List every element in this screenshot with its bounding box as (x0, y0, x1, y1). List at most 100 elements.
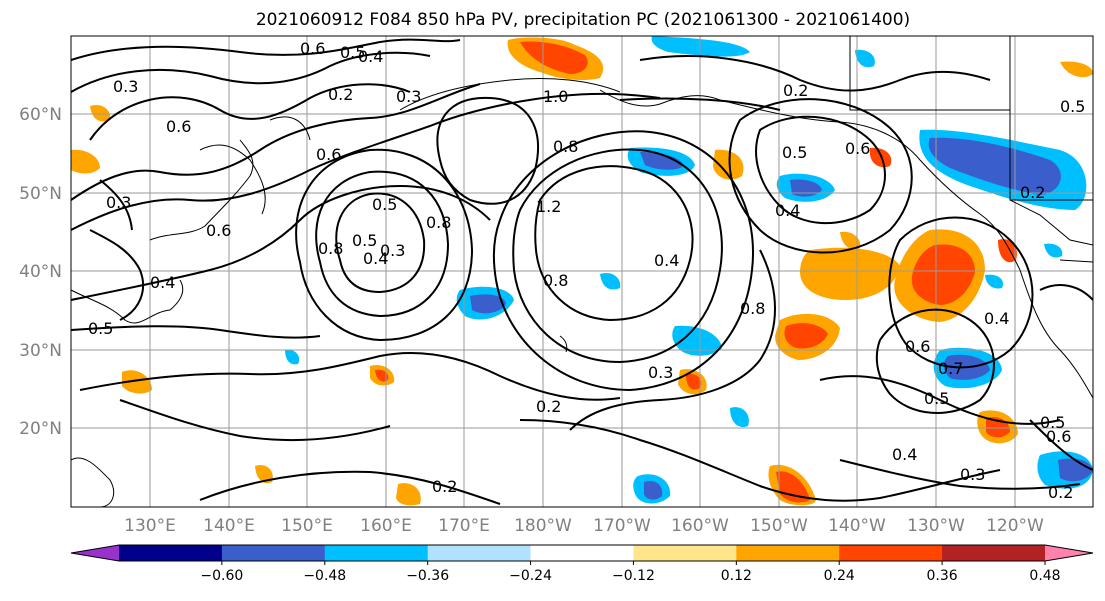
contour-label: 0.8 (318, 239, 343, 258)
precip-blob (122, 370, 152, 394)
precip-blob (686, 373, 702, 390)
colorbar-segment (736, 545, 840, 561)
contour-label: 0.8 (740, 299, 765, 318)
colorbar-segment (324, 545, 429, 561)
precip-blob (869, 147, 892, 168)
lat-label: 20°N (19, 419, 62, 439)
precip-blob (71, 149, 100, 174)
colorbar-tick-label: 0.36 (927, 568, 958, 584)
precip-blob (800, 247, 900, 300)
precip-blob (255, 464, 273, 484)
precip-blob (520, 41, 588, 74)
contour-label: 0.2 (783, 81, 808, 100)
precip-blob (644, 480, 663, 500)
precip-blob (985, 274, 1004, 289)
lat-label: 30°N (19, 341, 62, 361)
colorbar-outline (70, 544, 1094, 562)
lon-label: 180°W (514, 516, 572, 536)
lat-axis: 60°N 50°N 40°N 30°N 20°N (19, 105, 62, 439)
contour-label: 0.4 (363, 249, 388, 268)
pv-contours (71, 38, 1093, 505)
lon-label: 150°E (281, 516, 333, 536)
contour-label: 1.2 (536, 197, 561, 216)
contour-label: 0.2 (536, 397, 561, 416)
contour-label: 0.6 (166, 117, 191, 136)
precip-blob (90, 104, 111, 122)
contour-label: 0.5 (340, 43, 365, 62)
contour-label: 1.0 (543, 87, 568, 106)
contour-label: 0.4 (892, 445, 917, 464)
colorbar-segment (119, 545, 223, 561)
precip-blob (911, 244, 975, 305)
contour-label: 0.6 (316, 145, 341, 164)
colorbar-tick-label: −0.60 (200, 568, 243, 584)
contour-label: 0.6 (300, 39, 325, 58)
lon-label: 130°W (907, 516, 965, 536)
contour-label: 0.5 (352, 231, 377, 250)
lon-label: 170°W (593, 516, 651, 536)
contour-label: 0.6 (905, 337, 930, 356)
contour-label: 0.5 (88, 319, 113, 338)
precip-blob (840, 231, 861, 250)
lon-label: 170°E (438, 516, 490, 536)
precip-shading (71, 36, 1093, 506)
colorbar-segment (942, 545, 1046, 561)
precip-blob (928, 137, 1061, 195)
contour-label: 0.5 (924, 389, 949, 408)
contour-label: 0.3 (648, 363, 673, 382)
contour-labels: 0.6 0.5 0.4 0.2 0.3 1.0 0.8 0.6 0.3 0.2 … (88, 39, 1085, 502)
contour-label: 0.4 (775, 201, 800, 220)
contour-label: 0.5 (782, 143, 807, 162)
contour-label: 0.3 (113, 77, 138, 96)
colorbar-tick-label: −0.24 (509, 568, 552, 584)
contour-label: 0.4 (358, 47, 383, 66)
precip-blob (1060, 61, 1093, 78)
precip-blob (776, 471, 810, 503)
lon-label: 160°E (360, 516, 412, 536)
precip-blob (784, 323, 828, 349)
contour-label: 0.5 (372, 195, 397, 214)
lon-label: 160°W (671, 516, 729, 536)
contour-label: 0.8 (426, 213, 451, 232)
contour-label: 0.7 (938, 359, 963, 378)
contour-label: 0.2 (328, 85, 353, 104)
contour-label: 0.8 (543, 271, 568, 290)
colorbar-tick-label: 0.48 (1029, 568, 1060, 584)
precip-blob (375, 369, 389, 382)
colorbar-segment (530, 545, 634, 561)
precip-blob (1044, 243, 1063, 258)
contour-label: 0.2 (1020, 183, 1045, 202)
colorbar-extend-min (71, 545, 119, 561)
precip-blob (672, 325, 722, 356)
lon-label: 140°W (828, 516, 886, 536)
chart-title: 2021060912 F084 850 hPa PV, precipitatio… (256, 10, 910, 30)
precip-blob (396, 483, 421, 506)
colorbar-segment (427, 545, 532, 561)
lat-label: 50°N (19, 184, 62, 204)
precip-blob (640, 152, 684, 170)
colorbar-tick-label: −0.12 (612, 568, 655, 584)
precip-blob (285, 349, 300, 365)
precip-blob (713, 149, 744, 180)
precip-blob (855, 49, 875, 68)
colorbar-tick-label: 0.12 (721, 568, 752, 584)
precip-blob (730, 407, 749, 428)
contour-label: 0.5 (1040, 413, 1065, 432)
lon-label: 150°W (750, 516, 808, 536)
colorbar-segment (221, 545, 326, 561)
lon-label: 130°E (124, 516, 176, 536)
precip-blob (651, 36, 750, 57)
colorbar-segment (633, 545, 737, 561)
contour-label: 0.3 (396, 87, 421, 106)
contour-label: 0.6 (1046, 427, 1071, 446)
contour-label: 0.3 (106, 193, 131, 212)
colorbar-tick-label: 0.24 (824, 568, 855, 584)
map-panel: 0.6 0.5 0.4 0.2 0.3 1.0 0.8 0.6 0.3 0.2 … (71, 36, 1093, 507)
contour-label: 0.4 (654, 251, 679, 270)
contour-label: 0.6 (845, 139, 870, 158)
map-frame (70, 35, 1094, 508)
precip-blob (470, 294, 506, 314)
precip-blob (1058, 458, 1093, 482)
contour-label: 0.2 (1048, 483, 1073, 502)
